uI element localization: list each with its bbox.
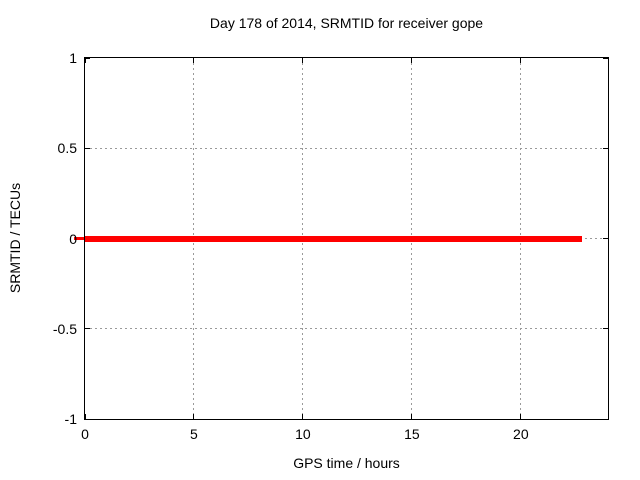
y-tick-label: -1 — [64, 411, 77, 427]
y-tick-label: 0 — [69, 230, 77, 247]
series-line-srmtid — [85, 235, 582, 242]
y-tick-mark-left — [85, 328, 90, 330]
y-tick-mark-right — [603, 328, 608, 330]
y-tick-label: 1 — [69, 50, 77, 66]
x-tick-mark-bottom — [411, 414, 413, 419]
y-tick-mark-right — [603, 57, 608, 59]
x-tick-label: 15 — [404, 426, 420, 442]
y-tick-mark-right — [603, 418, 608, 420]
x-tick-mark-bottom — [302, 414, 304, 419]
x-tick-label: 0 — [81, 426, 89, 442]
y-tick-mark-right — [603, 147, 608, 149]
y-tick-label: 0.5 — [57, 140, 77, 157]
x-tick-label: 20 — [513, 426, 529, 442]
x-tick-mark-bottom — [84, 414, 86, 419]
x-tick-label: 10 — [295, 426, 311, 442]
chart-title: Day 178 of 2014, SRMTID for receiver gop… — [209, 15, 484, 31]
y-tick-mark-left — [85, 57, 90, 59]
x-tick-mark-top — [193, 58, 195, 63]
x-tick-mark-bottom — [520, 414, 522, 419]
y-tick-mark-left — [85, 147, 90, 149]
x-tick-mark-top — [302, 58, 304, 63]
gridline-horizontal — [85, 328, 608, 330]
plot-area — [74, 57, 609, 420]
y-tick-mark-right — [603, 238, 608, 239]
x-axis-label: GPS time / hours — [293, 455, 400, 471]
x-tick-mark-top — [411, 58, 413, 63]
x-tick-label: 5 — [190, 426, 198, 442]
y-tick-label: -0.5 — [52, 320, 77, 337]
x-tick-mark-bottom — [193, 414, 195, 419]
y-tick-mark-left — [85, 418, 90, 420]
gridline-horizontal — [85, 147, 608, 149]
series-start-cap — [74, 237, 84, 240]
x-tick-mark-top — [520, 58, 522, 63]
x-tick-mark-top — [84, 58, 86, 63]
